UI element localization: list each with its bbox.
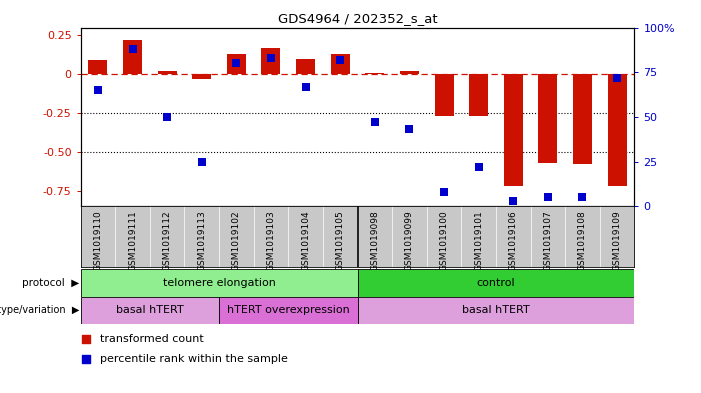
Bar — [504, 74, 523, 186]
Bar — [538, 74, 557, 163]
Bar — [296, 59, 315, 74]
Text: GSM1019113: GSM1019113 — [197, 210, 206, 271]
Text: basal hTERT: basal hTERT — [462, 305, 530, 316]
Bar — [573, 74, 592, 164]
Text: genotype/variation  ▶: genotype/variation ▶ — [0, 305, 79, 316]
Bar — [88, 60, 107, 74]
Point — [577, 194, 588, 200]
Bar — [81, 269, 358, 297]
Text: GSM1019098: GSM1019098 — [370, 210, 379, 271]
Point — [93, 87, 104, 93]
Bar — [158, 71, 177, 74]
Text: GSM1019105: GSM1019105 — [336, 210, 345, 271]
Bar — [400, 71, 419, 74]
Point — [300, 83, 311, 90]
Point — [334, 57, 346, 63]
Text: percentile rank within the sample: percentile rank within the sample — [100, 354, 288, 364]
Point — [266, 55, 277, 61]
Bar — [358, 297, 634, 324]
Bar — [261, 48, 280, 74]
Text: GSM1019104: GSM1019104 — [301, 210, 310, 271]
Point — [81, 336, 92, 342]
Point — [473, 164, 484, 170]
Point — [81, 356, 92, 362]
Text: telomere elongation: telomere elongation — [163, 278, 275, 288]
Text: hTERT overexpression: hTERT overexpression — [227, 305, 350, 316]
Bar — [469, 74, 488, 116]
Bar — [365, 73, 384, 74]
Text: GSM1019100: GSM1019100 — [440, 210, 449, 271]
Bar — [331, 54, 350, 74]
Text: GSM1019099: GSM1019099 — [405, 210, 414, 271]
Text: GSM1019108: GSM1019108 — [578, 210, 587, 271]
Point — [611, 74, 622, 81]
Point — [404, 126, 415, 132]
Bar — [608, 74, 627, 186]
Point — [508, 198, 519, 204]
Text: GSM1019102: GSM1019102 — [232, 210, 241, 271]
Point — [127, 46, 138, 52]
Text: GSM1019109: GSM1019109 — [613, 210, 622, 271]
Point — [369, 119, 381, 125]
Bar — [219, 297, 358, 324]
Point — [196, 158, 207, 165]
Text: GSM1019112: GSM1019112 — [163, 210, 172, 271]
Text: GSM1019103: GSM1019103 — [266, 210, 275, 271]
Text: GSM1019106: GSM1019106 — [509, 210, 518, 271]
Text: GSM1019107: GSM1019107 — [543, 210, 552, 271]
Point — [543, 194, 554, 200]
Title: GDS4964 / 202352_s_at: GDS4964 / 202352_s_at — [278, 12, 437, 25]
Text: GSM1019110: GSM1019110 — [93, 210, 102, 271]
Point — [231, 60, 242, 66]
Text: GSM1019101: GSM1019101 — [474, 210, 483, 271]
Bar — [227, 54, 246, 74]
Bar — [435, 74, 454, 116]
Bar — [123, 40, 142, 74]
Bar — [81, 297, 219, 324]
Text: basal hTERT: basal hTERT — [116, 305, 184, 316]
Point — [438, 189, 449, 195]
Text: control: control — [477, 278, 515, 288]
Bar — [192, 74, 211, 79]
Text: GSM1019111: GSM1019111 — [128, 210, 137, 271]
Text: protocol  ▶: protocol ▶ — [22, 278, 79, 288]
Bar — [358, 269, 634, 297]
Text: transformed count: transformed count — [100, 334, 204, 344]
Point — [161, 114, 172, 120]
